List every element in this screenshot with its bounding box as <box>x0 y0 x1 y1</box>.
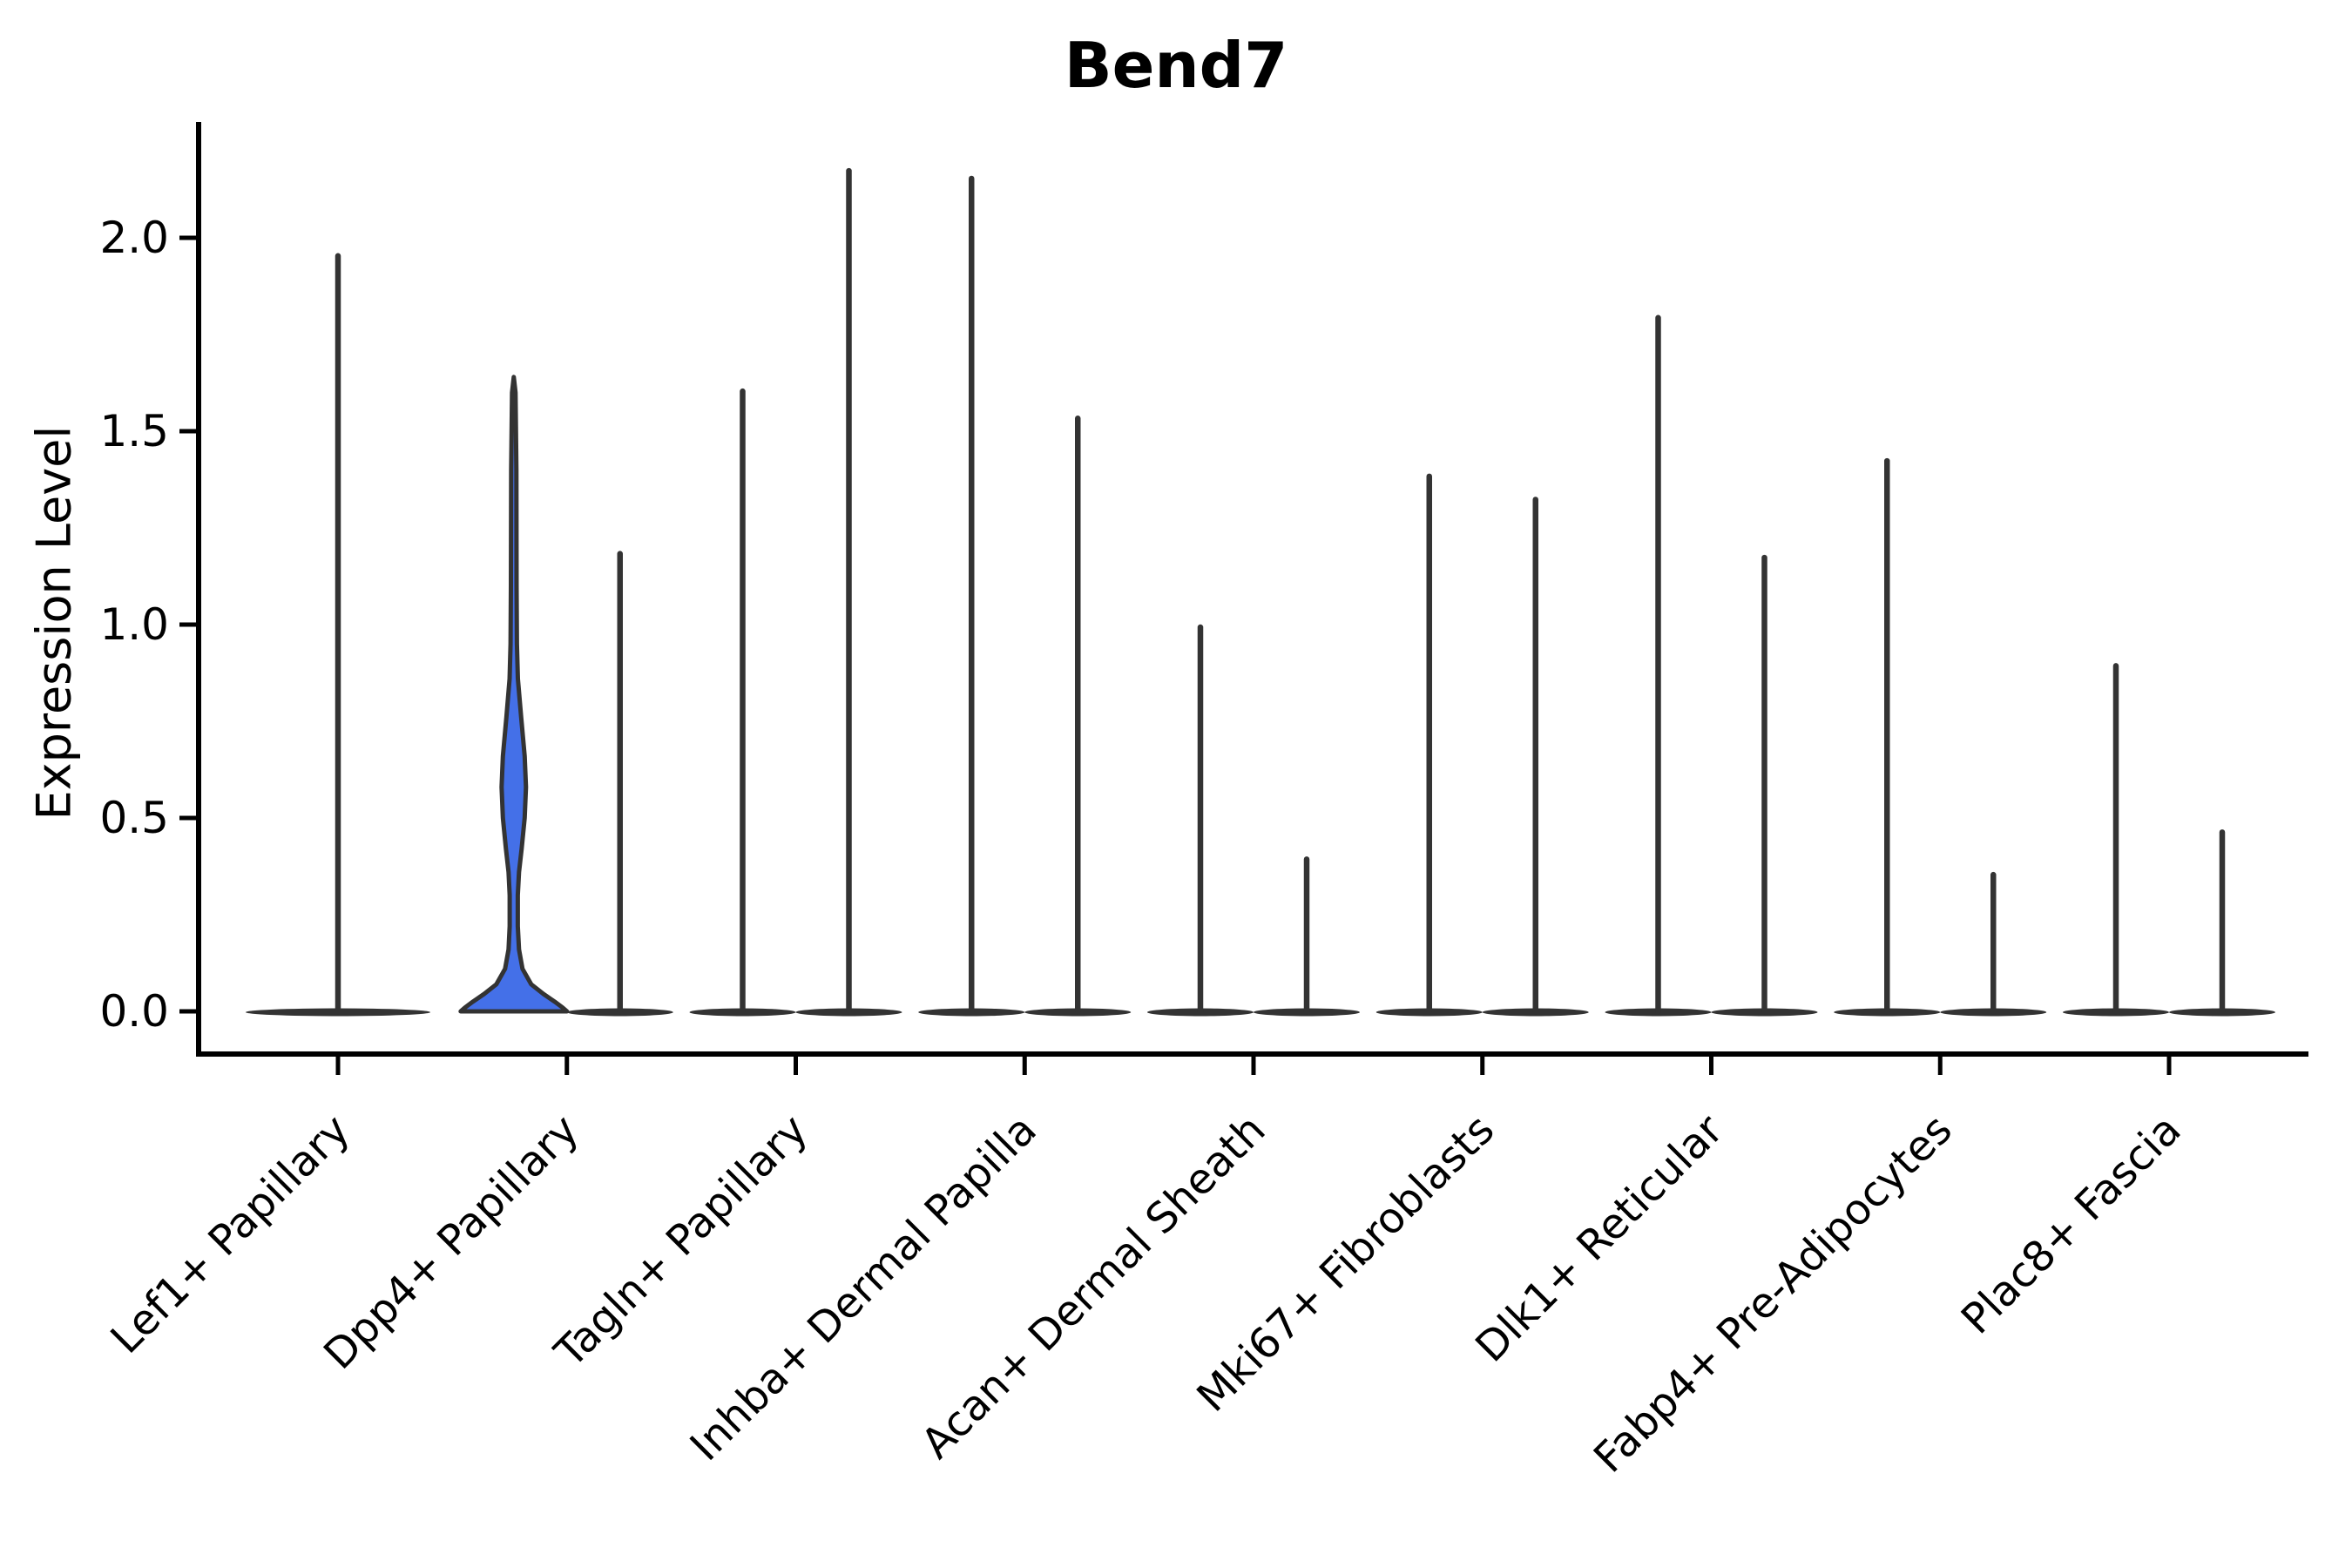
y-tick-label: 0.0 <box>99 986 169 1037</box>
y-tick-label: 0.5 <box>99 793 169 843</box>
y-axis-label: Expression Level <box>26 425 82 821</box>
x-tick-label: Tagln+ Papillary <box>545 1105 817 1377</box>
violin-highlighted <box>458 375 570 1014</box>
x-tick-label: Dlk1+ Reticular <box>1466 1105 1733 1372</box>
x-tick-label: Plac8+ Fascia <box>1952 1105 2191 1344</box>
chart-title: Bend7 <box>1064 29 1288 102</box>
x-tick-label: Dpp4+ Papillary <box>314 1105 588 1379</box>
x-tick-label: Lef1+ Papillary <box>102 1105 360 1363</box>
y-tick-label: 2.0 <box>99 213 169 263</box>
y-tick-label: 1.5 <box>99 406 169 456</box>
y-tick-label: 1.0 <box>99 599 169 650</box>
